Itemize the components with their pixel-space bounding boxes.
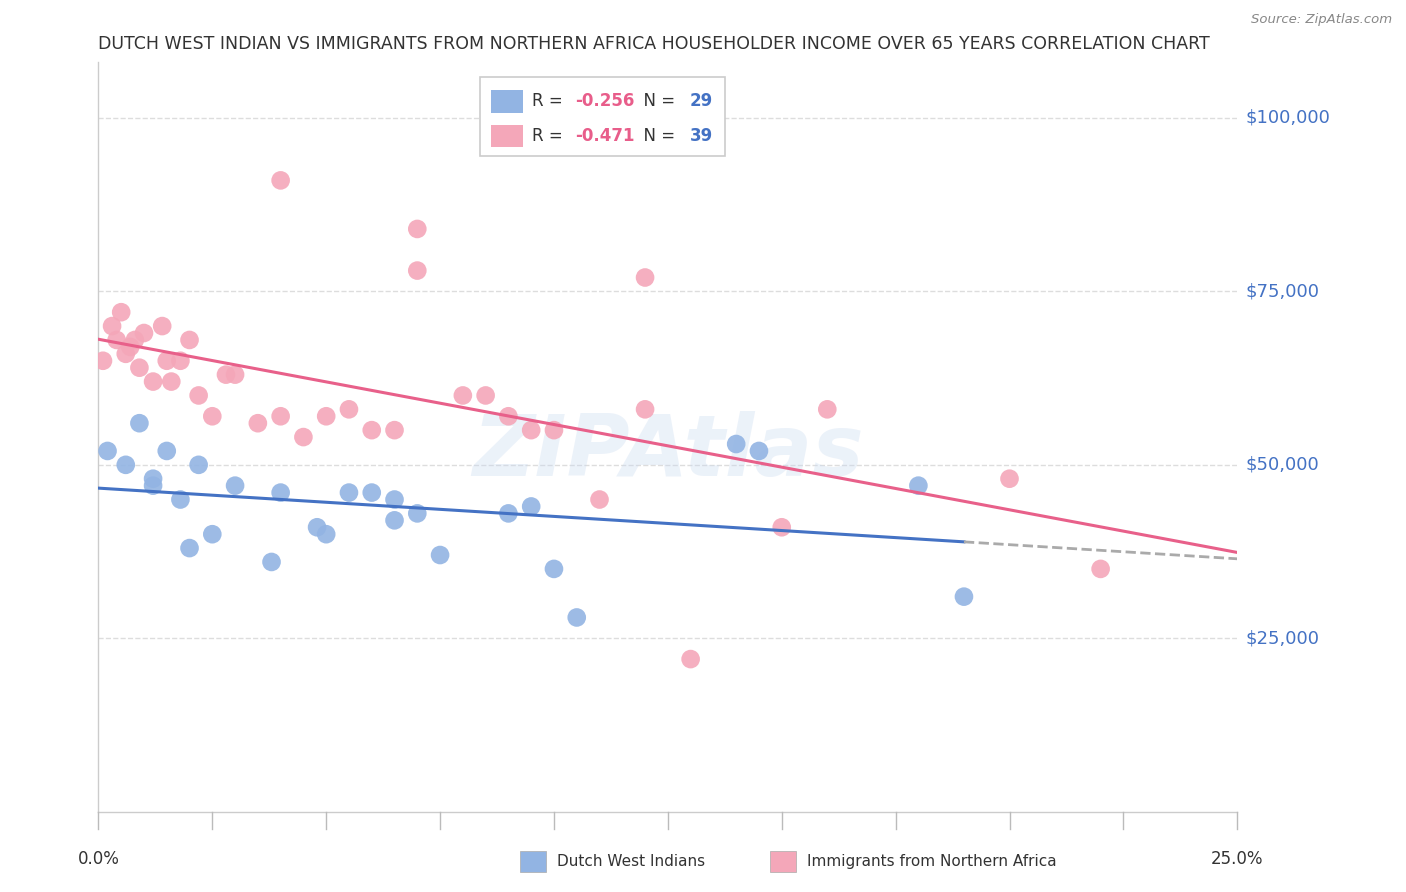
Point — [114, 458, 136, 472]
Text: $100,000: $100,000 — [1246, 109, 1330, 127]
Point — [588, 492, 610, 507]
Text: Immigrants from Northern Africa: Immigrants from Northern Africa — [807, 855, 1057, 869]
Point — [384, 492, 406, 507]
Point — [246, 416, 269, 430]
Point — [360, 423, 382, 437]
Point — [337, 402, 360, 417]
Point — [124, 333, 146, 347]
Point — [907, 478, 929, 492]
Point — [384, 513, 406, 527]
Point — [451, 388, 474, 402]
Point — [748, 444, 770, 458]
Point — [91, 353, 114, 368]
Text: $50,000: $50,000 — [1246, 456, 1319, 474]
Text: 39: 39 — [689, 127, 713, 145]
Text: R =: R = — [533, 93, 568, 111]
Point — [315, 527, 337, 541]
Point — [120, 340, 142, 354]
Point — [260, 555, 283, 569]
Text: -0.471: -0.471 — [575, 127, 636, 145]
Point — [998, 472, 1021, 486]
Point — [406, 507, 429, 521]
Point — [360, 485, 382, 500]
Point — [634, 270, 657, 285]
Point — [520, 500, 543, 514]
Point — [224, 478, 246, 492]
Text: N =: N = — [633, 127, 681, 145]
Text: DUTCH WEST INDIAN VS IMMIGRANTS FROM NORTHERN AFRICA HOUSEHOLDER INCOME OVER 65 : DUTCH WEST INDIAN VS IMMIGRANTS FROM NOR… — [98, 35, 1211, 53]
Point — [179, 541, 201, 555]
Text: ZIPAtlas: ZIPAtlas — [472, 410, 863, 493]
Point — [156, 353, 179, 368]
Text: 25.0%: 25.0% — [1211, 850, 1264, 868]
Point — [187, 458, 209, 472]
Point — [384, 423, 406, 437]
Point — [105, 333, 128, 347]
Point — [1090, 562, 1112, 576]
Point — [815, 402, 838, 417]
Text: N =: N = — [633, 93, 681, 111]
Text: R =: R = — [533, 127, 568, 145]
Point — [201, 409, 224, 424]
Point — [634, 402, 657, 417]
Point — [474, 388, 496, 402]
Point — [498, 507, 520, 521]
Point — [429, 548, 451, 562]
Bar — [491, 90, 523, 112]
Point — [128, 360, 150, 375]
Point — [110, 305, 132, 319]
Point — [543, 423, 565, 437]
Point — [96, 444, 118, 458]
Bar — [491, 125, 523, 147]
Point — [520, 423, 543, 437]
Point — [215, 368, 238, 382]
Point — [337, 485, 360, 500]
Text: Source: ZipAtlas.com: Source: ZipAtlas.com — [1251, 13, 1392, 27]
Point — [725, 437, 748, 451]
Point — [224, 368, 246, 382]
Point — [128, 416, 150, 430]
Point — [770, 520, 793, 534]
Point — [150, 319, 173, 334]
Text: 29: 29 — [689, 93, 713, 111]
Point — [142, 472, 165, 486]
Point — [169, 492, 191, 507]
Point — [270, 173, 292, 187]
Point — [132, 326, 155, 340]
Point — [292, 430, 315, 444]
Point — [953, 590, 976, 604]
Point — [142, 478, 165, 492]
Point — [160, 375, 183, 389]
FancyBboxPatch shape — [479, 78, 725, 156]
Text: $75,000: $75,000 — [1246, 283, 1320, 301]
Point — [679, 652, 702, 666]
Point — [114, 347, 136, 361]
Point — [270, 485, 292, 500]
Point — [315, 409, 337, 424]
Point — [201, 527, 224, 541]
Point — [156, 444, 179, 458]
Text: 0.0%: 0.0% — [77, 850, 120, 868]
Text: Dutch West Indians: Dutch West Indians — [557, 855, 704, 869]
Point — [169, 353, 191, 368]
Point — [406, 222, 429, 236]
Point — [179, 333, 201, 347]
Text: -0.256: -0.256 — [575, 93, 636, 111]
Point — [270, 409, 292, 424]
Point — [101, 319, 124, 334]
Point — [142, 375, 165, 389]
Point — [565, 610, 588, 624]
Point — [406, 263, 429, 277]
Point — [498, 409, 520, 424]
Point — [543, 562, 565, 576]
Text: $25,000: $25,000 — [1246, 629, 1320, 648]
Point — [187, 388, 209, 402]
Point — [307, 520, 329, 534]
